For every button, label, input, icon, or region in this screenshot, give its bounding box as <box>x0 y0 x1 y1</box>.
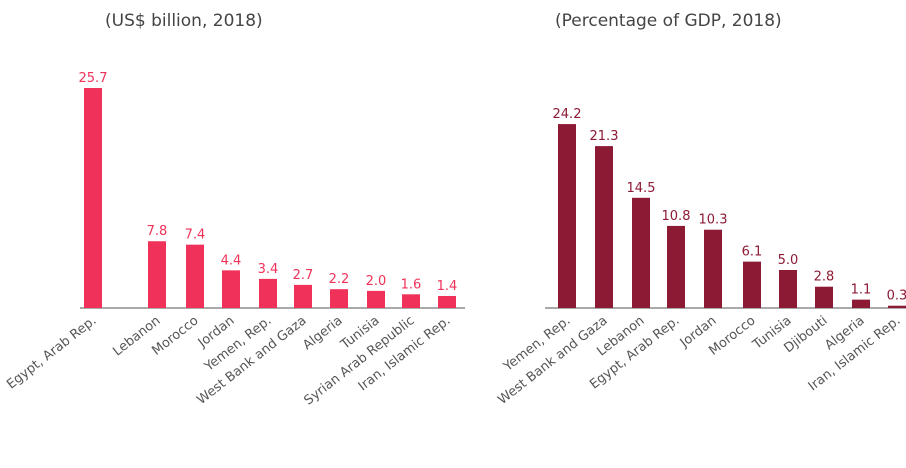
value-label: 10.3 <box>699 213 728 228</box>
bar <box>852 299 870 308</box>
x-tick-label: Egypt, Arab Rep. <box>4 313 99 392</box>
bar <box>259 278 277 308</box>
bar <box>743 261 761 308</box>
bar <box>667 225 685 308</box>
bar <box>438 296 456 308</box>
bar <box>595 146 613 308</box>
value-label: 6.1 <box>742 245 763 260</box>
bar <box>222 270 240 308</box>
value-label: 0.3 <box>887 289 906 304</box>
value-label: 2.0 <box>366 274 387 289</box>
value-label: 1.4 <box>437 279 458 294</box>
bar <box>888 305 906 308</box>
chart-title: (US$ billion, 2018) <box>105 11 263 31</box>
bar <box>367 290 385 308</box>
bar <box>148 241 166 308</box>
value-label: 1.1 <box>851 283 872 298</box>
value-label: 1.6 <box>401 277 422 292</box>
bar <box>704 229 722 308</box>
value-label: 24.2 <box>553 107 582 122</box>
value-label: 21.3 <box>590 129 619 144</box>
bar <box>402 294 420 308</box>
bar <box>815 286 833 308</box>
value-label: 2.7 <box>293 268 314 283</box>
bar <box>558 124 576 308</box>
chart-title: (Percentage of GDP, 2018) <box>555 11 782 31</box>
bar <box>294 284 312 308</box>
x-tick-label: Algeria <box>300 313 345 353</box>
bar <box>632 197 650 308</box>
value-label: 2.2 <box>329 272 350 287</box>
value-label: 4.4 <box>221 253 242 268</box>
value-label: 14.5 <box>627 181 656 196</box>
bar <box>330 289 348 308</box>
value-label: 2.8 <box>814 270 835 285</box>
value-label: 7.8 <box>147 224 168 239</box>
bar <box>779 270 797 308</box>
value-label: 10.8 <box>662 209 691 224</box>
value-label: 5.0 <box>778 253 799 268</box>
value-label: 7.4 <box>185 228 206 243</box>
value-label: 3.4 <box>258 262 279 277</box>
value-label: 25.7 <box>79 71 108 86</box>
bar <box>84 88 102 309</box>
bar <box>186 244 204 308</box>
